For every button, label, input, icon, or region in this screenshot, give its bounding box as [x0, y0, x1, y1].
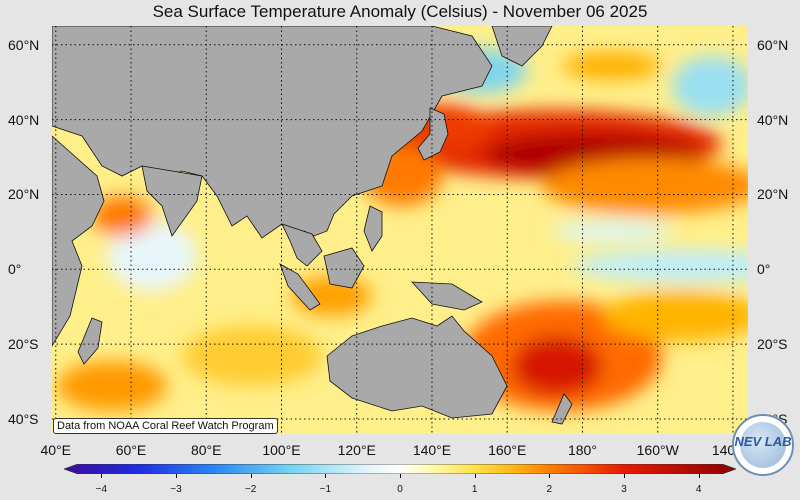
- lat-label-left: 40°S: [8, 411, 39, 428]
- land-madagascar: [77, 317, 103, 365]
- colorbar-tickmark: [698, 474, 700, 478]
- lat-label-left: 40°N: [8, 111, 40, 128]
- land-india: [141, 165, 203, 237]
- colorbar-tick-label: 1: [471, 484, 478, 495]
- lat-label-right: 20°S: [757, 336, 788, 353]
- colorbar-tickmark: [101, 474, 103, 478]
- lat-label-right: 40°N: [757, 111, 789, 128]
- land-new-guinea: [411, 281, 483, 311]
- colorbar-tick-label: 0: [397, 484, 403, 495]
- land-australia: [326, 315, 508, 419]
- globe-icon: [740, 422, 786, 468]
- land-borneo: [323, 247, 365, 289]
- colorbar-tickmark: [400, 474, 401, 478]
- lat-label-left: 60°N: [8, 36, 40, 53]
- lab-logo[interactable]: NEV LAB: [732, 414, 794, 476]
- lon-label: 180°: [567, 442, 597, 458]
- map-area[interactable]: [52, 26, 748, 434]
- colorbar-tickmark: [325, 474, 327, 478]
- colorbar-tick-label: 3: [621, 484, 627, 495]
- lat-label-right: 60°N: [757, 36, 789, 53]
- colorbar-tickmark: [549, 474, 551, 478]
- colorbar-tick-label: −2: [244, 484, 257, 495]
- lon-label: 80°E: [190, 442, 222, 458]
- lat-label-right: 20°N: [757, 186, 789, 203]
- lon-label: 60°E: [115, 442, 147, 458]
- colorbar-tick-label: −3: [170, 484, 182, 495]
- colorbar-tick-label: 4: [695, 484, 702, 495]
- lon-label: 40°E: [40, 442, 72, 458]
- colorbar-tickmark: [474, 474, 476, 478]
- colorbar-tickmark: [624, 474, 625, 478]
- land-indochina: [281, 223, 323, 267]
- lat-label-right: 0°: [757, 261, 771, 278]
- colorbar-tick-label: 2: [546, 484, 553, 495]
- lon-label: 120°E: [337, 442, 376, 458]
- colorbar-tickmark: [176, 474, 177, 478]
- sst-map: [52, 26, 748, 434]
- lon-label: 100°E: [262, 442, 301, 458]
- map-title: Sea Surface Temperature Anomaly (Celsius…: [152, 2, 648, 21]
- data-credit: Data from NOAA Coral Reef Watch Program: [53, 418, 278, 434]
- lat-label-left: 0°: [8, 261, 22, 278]
- land-philippines: [363, 205, 383, 252]
- lon-label: 160°W: [636, 442, 679, 458]
- colorbar: [64, 464, 736, 474]
- graticule: [52, 26, 748, 434]
- colorbar-tick-label: −4: [95, 484, 108, 495]
- lon-label: 140°E: [412, 442, 452, 458]
- land-africa: [52, 135, 105, 347]
- logo-text: NEV LAB: [734, 434, 792, 449]
- colorbar-tick-label: −1: [319, 484, 332, 495]
- lat-label-left: 20°S: [8, 336, 39, 353]
- land-new-zealand: [551, 393, 573, 425]
- land-sumatra: [279, 263, 321, 311]
- lon-label: 160°E: [488, 442, 527, 458]
- land-japan: [417, 107, 449, 161]
- colorbar-tickmark: [250, 474, 252, 478]
- lat-label-left: 20°N: [8, 186, 40, 203]
